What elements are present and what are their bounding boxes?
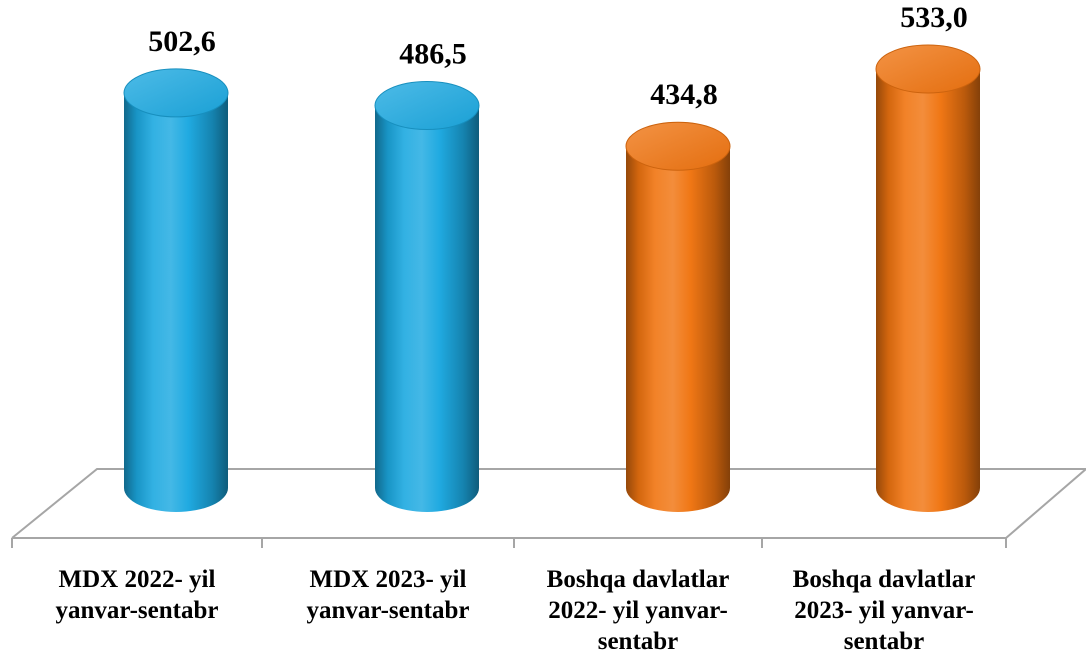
bar-top	[625, 121, 731, 171]
bar	[374, 81, 480, 512]
data-label: 533,0	[900, 1, 968, 34]
category-label: MDX 2022- yil yanvar-sentabr	[56, 566, 219, 624]
bars	[123, 44, 981, 512]
data-label: 502,6	[148, 25, 216, 58]
bar-top	[875, 44, 981, 94]
data-label: 434,8	[650, 78, 718, 111]
bar-body	[626, 146, 730, 512]
bar	[875, 44, 981, 512]
category-label: Boshqa davlatlar 2023- yil yanvar-sentabr	[793, 566, 976, 650]
category-label-line: yanvar-sentabr	[307, 597, 470, 624]
category-label-line: 2023- yil yanvar-	[794, 597, 974, 624]
category-label-line: MDX 2022- yil	[59, 566, 216, 593]
category-label-line: MDX 2023- yil	[310, 566, 467, 593]
bar-top	[123, 68, 229, 118]
category-label-line: Boshqa davlatlar	[793, 566, 976, 593]
data-labels: 502,6 486,5 434,8 533,0	[148, 1, 968, 111]
category-label-line: yanvar-sentabr	[56, 597, 219, 624]
category-label-line: sentabr	[844, 628, 925, 650]
category-label-line: 2022- yil yanvar-	[548, 597, 728, 624]
category-label: MDX 2023- yil yanvar-sentabr	[307, 566, 470, 624]
category-label-line: Boshqa davlatlar	[547, 566, 730, 593]
bar-top	[374, 81, 480, 131]
bar-body	[375, 105, 479, 512]
category-label-line: sentabr	[598, 628, 679, 650]
chart-floor	[11, 468, 1086, 548]
bar	[123, 68, 229, 512]
data-label: 486,5	[399, 38, 467, 71]
bar-body	[876, 69, 980, 512]
category-label: Boshqa davlatlar 2022- yil yanvar-sentabr	[547, 566, 730, 650]
bar	[625, 121, 731, 512]
bar-body	[124, 92, 228, 512]
